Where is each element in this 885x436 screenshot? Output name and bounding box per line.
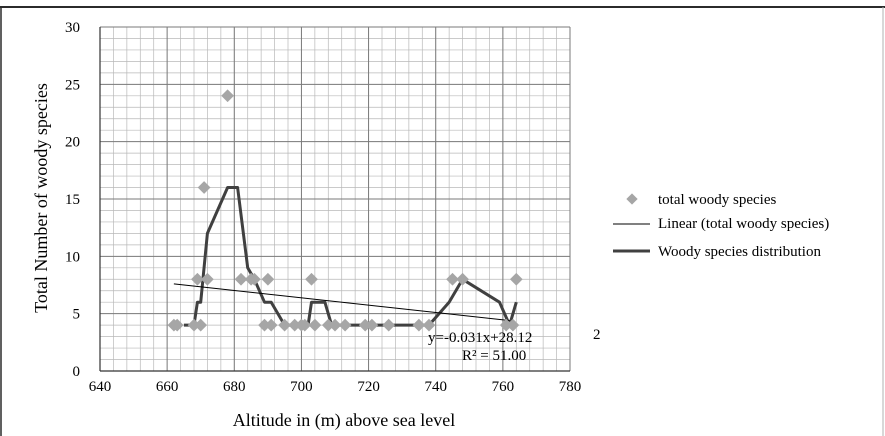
scatter-point	[197, 181, 211, 194]
scatter-point	[412, 318, 426, 332]
scatter-point	[221, 89, 234, 103]
y-tick-labels: 0 5 10 15 20 25 30	[65, 20, 80, 380]
scatter-point	[298, 318, 312, 332]
legend-label-trendline: Linear (total woody species)	[658, 216, 829, 232]
scatter-point	[191, 272, 204, 286]
scatter-point	[499, 318, 513, 332]
scatter-point	[456, 272, 469, 286]
x-tick-label: 640	[89, 379, 112, 395]
scatter-point	[305, 272, 318, 286]
scatter-point	[258, 318, 271, 332]
x-tick-label: 780	[559, 379, 582, 395]
y-tick-label: 20	[65, 135, 80, 151]
scatter-point	[264, 318, 278, 332]
scatter-point	[382, 318, 396, 332]
scatter-point	[338, 318, 352, 332]
legend-item-trendline: Linear (total woody species)	[613, 216, 829, 232]
y-tick-label: 10	[65, 249, 80, 265]
legend-item-scatter: total woody species	[626, 192, 776, 208]
y-tick-label: 30	[65, 20, 80, 36]
scatter-point	[422, 318, 436, 332]
scatter-point	[248, 272, 261, 286]
legend-label-scatter: total woody species	[658, 192, 776, 208]
x-tick-label: 700	[290, 379, 313, 395]
scatter-point	[170, 318, 184, 332]
scatter-point	[321, 318, 335, 332]
x-tick-label: 680	[223, 379, 246, 395]
linear-trendline	[173, 283, 510, 322]
scatter-point	[446, 272, 459, 286]
y-tick-label: 15	[65, 192, 80, 208]
y-tick-label: 5	[73, 307, 81, 323]
scatter-point	[308, 318, 322, 332]
legend-label-line: Woody species distribution	[658, 244, 821, 260]
scatter-point	[365, 318, 379, 332]
scatter-point	[234, 272, 248, 286]
trendline-equation: y=-0.031x+28.12	[428, 330, 532, 346]
scatter-point	[278, 318, 291, 332]
scatter-point	[288, 318, 302, 332]
axes	[99, 27, 570, 372]
x-tick-labels: 640 660 680 700 720 740 760 780	[89, 379, 582, 395]
trendline-equation-suffix: 2	[593, 327, 601, 343]
x-axis-title: Altitude in (m) above sea level	[233, 410, 455, 431]
legend-diamond-marker	[626, 193, 638, 205]
x-tick-label: 720	[357, 379, 380, 395]
scatter-point	[194, 318, 208, 332]
legend: total woody species Linear (total woody …	[613, 192, 829, 260]
linear-trendline-series	[173, 283, 510, 322]
woody-species-scatter-series	[167, 89, 523, 332]
scatter-point	[187, 318, 201, 332]
x-tick-label: 760	[492, 379, 515, 395]
legend-item-line: Woody species distribution	[613, 244, 821, 260]
scatter-point	[358, 318, 372, 332]
x-tick-label: 740	[424, 379, 447, 395]
y-tick-label: 25	[65, 77, 80, 93]
scatter-point	[509, 272, 523, 286]
y-tick-label: 0	[73, 364, 81, 380]
scatter-point	[201, 272, 214, 286]
scatter-point	[328, 318, 342, 332]
scatter-point	[261, 272, 275, 286]
y-axis-title: Total Number of woody species	[31, 83, 51, 313]
x-tick-label: 660	[156, 379, 179, 395]
r-squared-label: R² = 51.00	[462, 348, 526, 364]
